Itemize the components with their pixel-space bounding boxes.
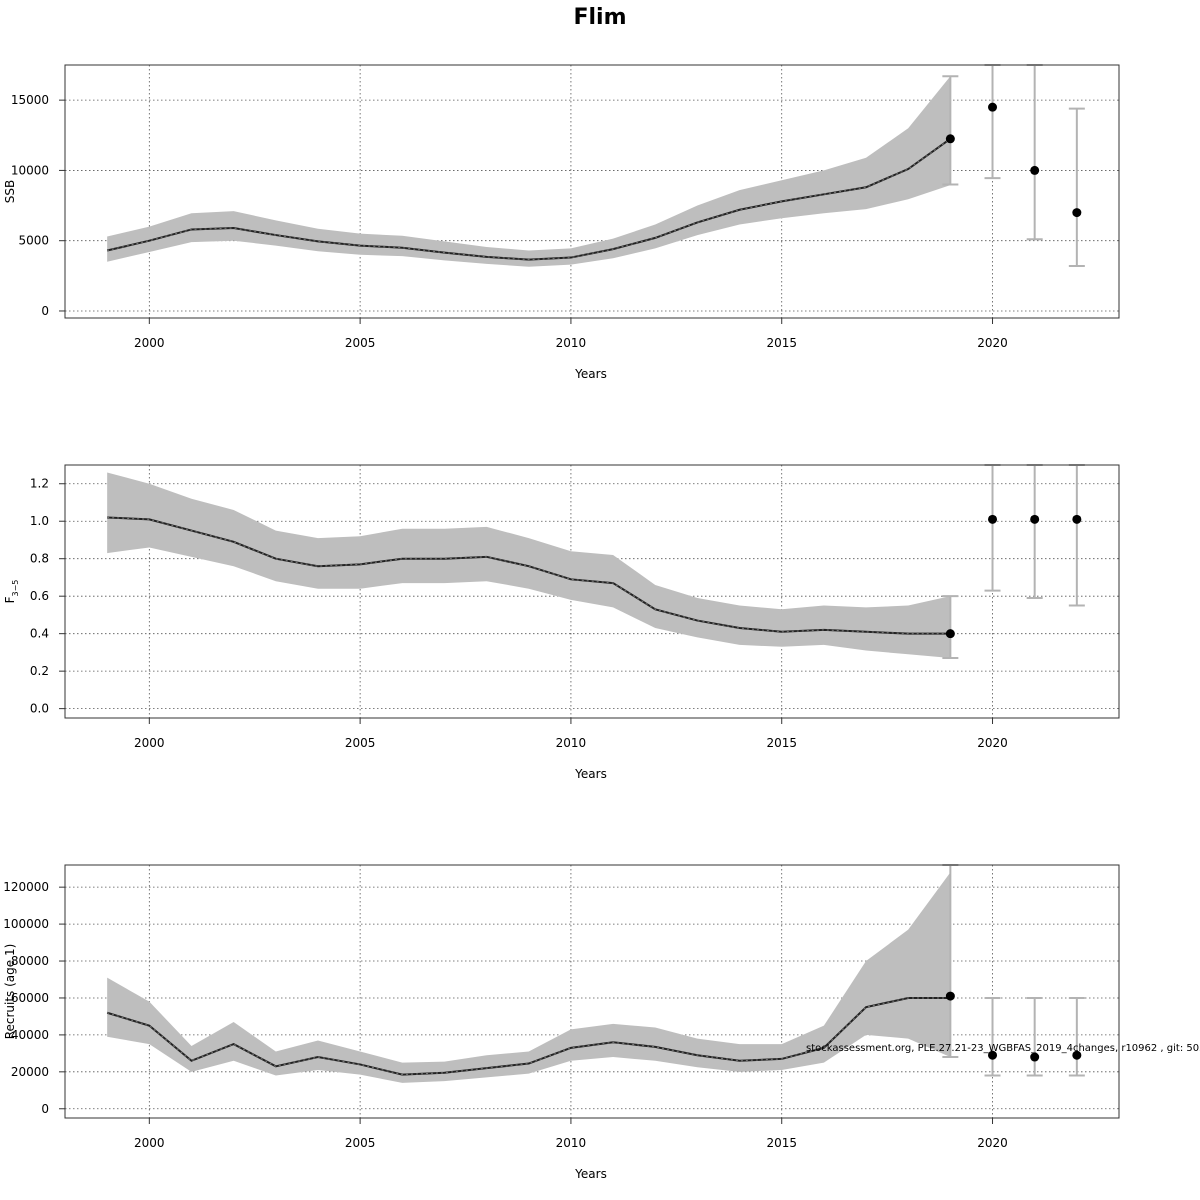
estimate-line-dots: [107, 997, 951, 1076]
plot-frame: [64, 864, 1120, 1119]
x-tick-label: 2000: [134, 336, 165, 350]
ssb-panel: 2000 2005 2010 2015 2020 0 5000 10000 15000 Years…: [3, 64, 1120, 381]
projection-point: [1072, 208, 1082, 218]
y-tick-label: 0: [41, 304, 49, 318]
x-axis-title: Years: [574, 367, 607, 381]
y-tick-label: 0.8: [30, 552, 49, 566]
x-tick-label: 2010: [556, 736, 587, 750]
y-axis-title: F3−5: [3, 580, 20, 604]
x-tick-label: 2015: [766, 336, 797, 350]
x-tick-label: 2015: [766, 1136, 797, 1150]
x-tick-label: 2015: [766, 736, 797, 750]
projection-point: [1030, 165, 1040, 175]
y-tick-label: 0.6: [30, 589, 49, 603]
y-tick-label: 1.2: [30, 477, 49, 491]
projection-point: [988, 1050, 998, 1060]
confidence-band: [107, 76, 951, 267]
y-tick-label: 60000: [11, 991, 49, 1005]
projection-point: [945, 991, 955, 1001]
x-tick-label: 2020: [977, 1136, 1008, 1150]
x-tick-label: 2010: [556, 336, 587, 350]
y-tick-label: 20000: [11, 1065, 49, 1079]
x-tick-label: 2020: [977, 336, 1008, 350]
x-axis-title: Years: [574, 1167, 607, 1181]
x-tick-label: 2000: [134, 1136, 165, 1150]
y-axis-title: Recruits (age 1): [3, 944, 17, 1040]
estimate-line-dots: [107, 138, 951, 261]
y-axis-title: SSB: [3, 180, 17, 203]
y-tick-label: 0.0: [30, 702, 49, 716]
x-tick-label: 2010: [556, 1136, 587, 1150]
projection-point: [988, 514, 998, 524]
confidence-band: [107, 872, 951, 1083]
x-tick-label: 2005: [345, 336, 376, 350]
projection-point: [1030, 1052, 1040, 1062]
projection-point: [1072, 1050, 1082, 1060]
x-tick-label: 2020: [977, 736, 1008, 750]
source-footer: stockassessment.org, PLE.27.21-23_WGBFAS…: [806, 1043, 1200, 1054]
projection-point: [988, 102, 998, 112]
y-axis-subscript: 3−5: [11, 580, 20, 597]
recruits-panel: 2000 2005 2010 2015 2020 0 20000 40000 60000 8000…: [3, 864, 1120, 1181]
plot-frame: [64, 464, 1120, 719]
y-tick-label: 0: [41, 1102, 49, 1116]
projection-point: [945, 629, 955, 639]
x-tick-label: 2005: [345, 736, 376, 750]
figure-title: Flim: [573, 5, 626, 30]
y-tick-label: 120000: [3, 880, 49, 894]
plot-frame: [64, 64, 1120, 319]
y-tick-label: 1.0: [30, 514, 49, 528]
x-axis-title: Years: [574, 767, 607, 781]
projection-point: [1030, 514, 1040, 524]
y-tick-label: 40000: [11, 1028, 49, 1042]
x-tick-label: 2000: [134, 736, 165, 750]
y-tick-label: 10000: [11, 163, 49, 177]
x-tick-label: 2005: [345, 1136, 376, 1150]
y-tick-label: 80000: [11, 954, 49, 968]
estimate-line: [107, 516, 951, 635]
y-tick-label: 0.2: [30, 664, 49, 678]
y-tick-label: 5000: [18, 234, 49, 248]
y-tick-label: 15000: [11, 93, 49, 107]
y-tick-label: 0.4: [30, 627, 49, 641]
y-tick-label: 100000: [3, 917, 49, 931]
fishing-mortality-panel: 2000 2005 2010 2015 2020 0.0 0.2 0.4 0.6 0.8 1.0 1.…: [3, 464, 1120, 781]
projection-point: [1072, 514, 1082, 524]
projection-point: [945, 134, 955, 144]
